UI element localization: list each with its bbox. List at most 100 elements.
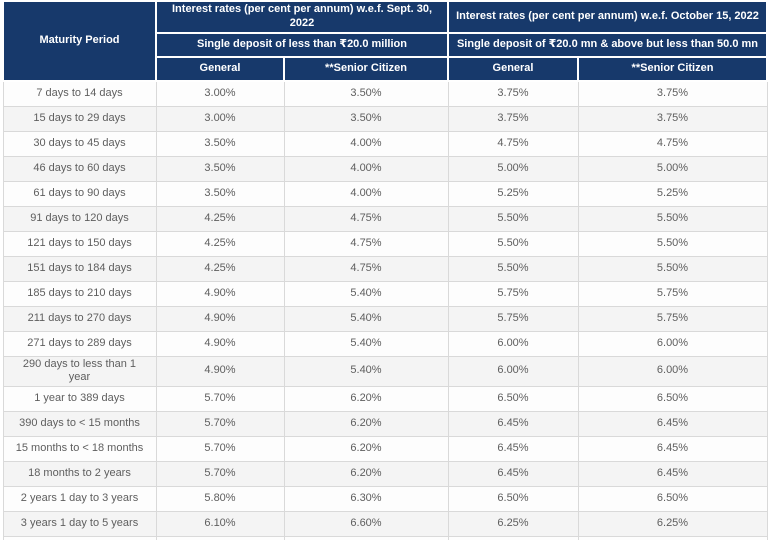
- maturity-period-cell: 2 years 1 day to 3 years: [2, 486, 157, 512]
- maturity-period-cell: 121 days to 150 days: [2, 230, 157, 257]
- rate-cell: 3.50%: [283, 105, 449, 132]
- rate-cell: 5.25%: [447, 180, 579, 207]
- header-row-group-titles: Maturity Period Interest rates (per cent…: [2, 1, 768, 82]
- maturity-period-cell: 211 days to 270 days: [2, 305, 157, 332]
- rate-cell: 3.00%: [155, 105, 285, 132]
- rate-cell: 5.40%: [283, 305, 449, 332]
- rate-cell: 4.75%: [283, 255, 449, 282]
- rate-cell: #6.60%: [283, 536, 449, 540]
- table-row: 1 year to 389 days 5.70% 6.20% 6.50% 6.50%: [2, 386, 768, 412]
- table-body: 7 days to 14 days 3.00% 3.50% 3.75% 3.75% 15 …: [2, 80, 768, 540]
- rate-cell: 6.20%: [283, 386, 449, 412]
- rate-cell: 5.70%: [155, 386, 285, 412]
- group1-title: Interest rates (per cent per annum) w.e.…: [155, 1, 449, 34]
- rate-cell: 5.40%: [283, 330, 449, 357]
- table-row: 61 days to 90 days 3.50% 4.00% 5.25% 5.25%: [2, 180, 768, 207]
- rate-cell: 4.00%: [283, 130, 449, 157]
- rate-cell: 5.50%: [447, 230, 579, 257]
- rate-cell: 5.75%: [447, 305, 579, 332]
- rate-cell: 6.45%: [447, 411, 579, 437]
- rate-cell: 5.70%: [155, 436, 285, 462]
- maturity-period-cell: 151 days to 184 days: [2, 255, 157, 282]
- table-row: 91 days to 120 days 4.25% 4.75% 5.50% 5.50%: [2, 205, 768, 232]
- header-row-group-subtitles: Single deposit of less than ₹20.0 millio…: [3, 31, 768, 58]
- rate-cell: 5.50%: [577, 230, 768, 257]
- rate-cell: 6.30%: [283, 486, 449, 512]
- rate-cell: 6.45%: [447, 461, 579, 487]
- maturity-period-cell: 390 days to < 15 months: [2, 411, 157, 437]
- table-row: 151 days to 184 days 4.25% 4.75% 5.50% 5.50%: [2, 255, 768, 282]
- rate-cell: 3.00%: [155, 80, 285, 107]
- maturity-period-cell: 7 days to 14 days: [2, 80, 157, 107]
- maturity-period-cell: 18 months to 2 years: [2, 461, 157, 487]
- rate-cell: 4.75%: [447, 130, 579, 157]
- maturity-period-cell: 46 days to 60 days: [2, 155, 157, 182]
- rate-cell: 3.50%: [155, 130, 285, 157]
- table-header: Maturity Period Interest rates (per cent…: [2, 1, 768, 82]
- maturity-period-cell: 30 days to 45 days: [2, 130, 157, 157]
- group1-subtitle: Single deposit of less than ₹20.0 millio…: [155, 31, 449, 58]
- rate-cell: 5.50%: [447, 205, 579, 232]
- table-row: 290 days to less than 1 year 4.90% 5.40% 6.…: [2, 355, 768, 387]
- rate-cell: 6.20%: [283, 436, 449, 462]
- group2-senior-citizen-header: **Senior Citizen: [577, 55, 768, 82]
- table-row: 185 days to 210 days 4.90% 5.40% 5.75% 5.75%: [2, 280, 768, 307]
- rate-cell: 6.00%: [155, 536, 285, 540]
- table-row: 390 days to < 15 months 5.70% 6.20% 6.45% 6.…: [2, 411, 768, 437]
- table-row: 15 months to < 18 months 5.70% 6.20% 6.45% 6…: [2, 436, 768, 462]
- rate-cell: 5.00%: [577, 155, 768, 182]
- rate-cell: 4.25%: [155, 255, 285, 282]
- table-row: 3 years 1 day to 5 years 6.10% 6.60% 6.25% 6…: [2, 511, 768, 537]
- rate-cell: 4.75%: [283, 230, 449, 257]
- rate-cell: 3.75%: [447, 80, 579, 107]
- rate-cell: 5.40%: [283, 280, 449, 307]
- table-row: 271 days to 289 days 4.90% 5.40% 6.00% 6.00%: [2, 330, 768, 357]
- rate-cell: 6.50%: [447, 386, 579, 412]
- rate-cell: 6.45%: [577, 461, 768, 487]
- table-row: 7 days to 14 days 3.00% 3.50% 3.75% 3.75%: [2, 80, 768, 107]
- rate-cell: 4.90%: [155, 280, 285, 307]
- rate-cell: 6.45%: [447, 436, 579, 462]
- rate-cell: 4.90%: [155, 305, 285, 332]
- rate-cell: 5.50%: [447, 255, 579, 282]
- maturity-period-cell: 5 years 1 day to 10 years: [2, 536, 157, 540]
- rate-cell: 4.25%: [155, 205, 285, 232]
- rate-cell: 5.80%: [155, 486, 285, 512]
- rate-cell: 3.75%: [577, 80, 768, 107]
- rate-cell: 6.00%: [577, 330, 768, 357]
- rate-cell: 6.50%: [577, 486, 768, 512]
- maturity-period-cell: 185 days to 210 days: [2, 280, 157, 307]
- rate-cell: 5.50%: [577, 255, 768, 282]
- maturity-period-cell: 61 days to 90 days: [2, 180, 157, 207]
- rate-cell: 4.90%: [155, 330, 285, 357]
- table-row: 46 days to 60 days 3.50% 4.00% 5.00% 5.00%: [2, 155, 768, 182]
- rate-cell: 5.40%: [283, 355, 449, 387]
- rate-cell: 6.00%: [447, 330, 579, 357]
- rate-cell: 5.75%: [577, 305, 768, 332]
- table-row: 2 years 1 day to 3 years 5.80% 6.30% 6.50% 6…: [2, 486, 768, 512]
- maturity-period-cell: 15 months to < 18 months: [2, 436, 157, 462]
- rate-cell: 6.25%: [577, 536, 768, 540]
- rate-cell: 4.75%: [577, 130, 768, 157]
- header-row-column-names: General **Senior Citizen General **Senio…: [3, 55, 768, 82]
- table-row: 18 months to 2 years 5.70% 6.20% 6.45% 6.45%: [2, 461, 768, 487]
- rate-cell: 4.90%: [155, 355, 285, 387]
- rate-cell: 6.10%: [155, 511, 285, 537]
- rate-cell: 6.25%: [447, 536, 579, 540]
- rate-cell: 3.75%: [577, 105, 768, 132]
- rate-cell: 4.25%: [155, 230, 285, 257]
- maturity-period-header: Maturity Period: [2, 1, 157, 82]
- rate-cell: 3.50%: [283, 80, 449, 107]
- group2-subtitle: Single deposit of ₹20.0 mn & above but l…: [447, 31, 768, 58]
- rate-cell: 6.50%: [447, 486, 579, 512]
- rate-cell: 4.00%: [283, 155, 449, 182]
- rate-cell: 6.20%: [283, 411, 449, 437]
- rate-cell: 5.75%: [577, 280, 768, 307]
- rate-cell: 6.45%: [577, 411, 768, 437]
- maturity-period-cell: 271 days to 289 days: [2, 330, 157, 357]
- rate-cell: 6.00%: [447, 355, 579, 387]
- rate-cell: 6.45%: [577, 436, 768, 462]
- rate-cell: 3.75%: [447, 105, 579, 132]
